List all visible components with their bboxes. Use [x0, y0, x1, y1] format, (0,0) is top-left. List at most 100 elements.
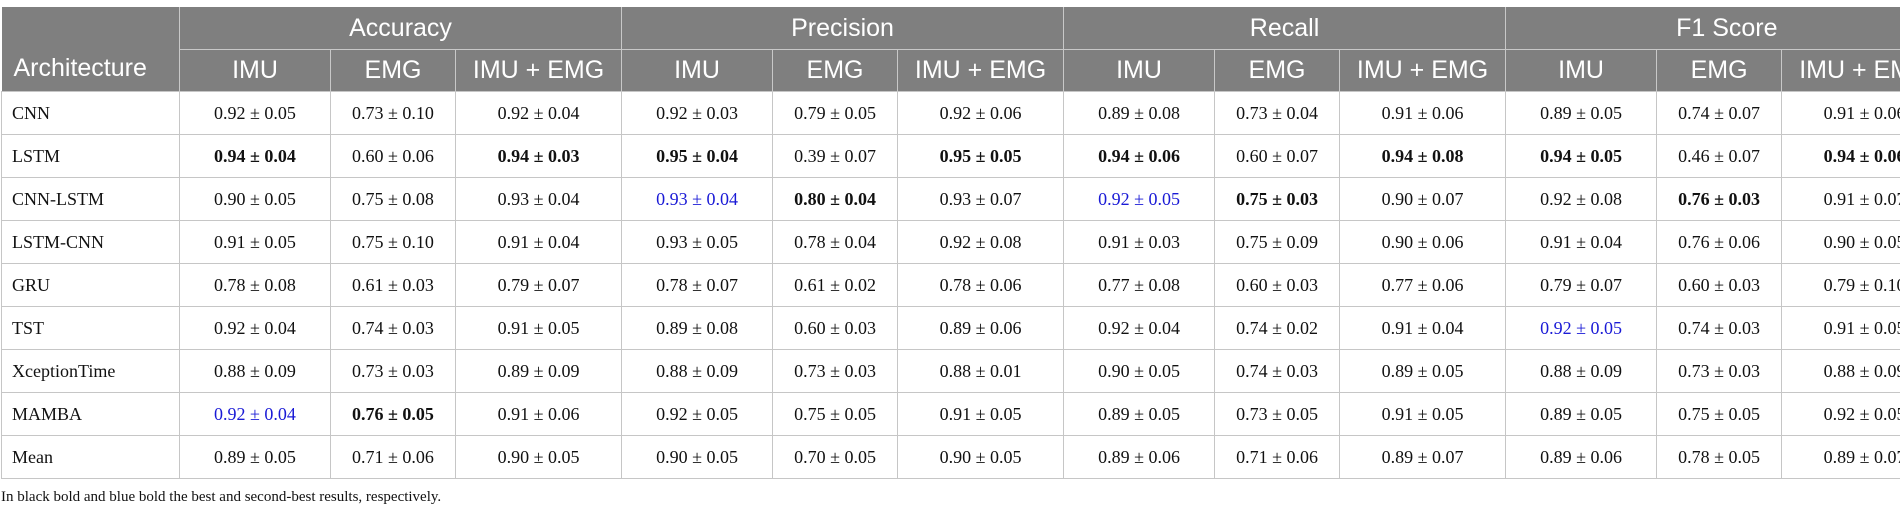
table-cell: 0.89 ± 0.06	[1505, 435, 1657, 479]
table-cell: 0.93 ± 0.05	[621, 220, 773, 264]
table-cell: 0.90 ± 0.07	[1339, 177, 1506, 221]
table-cell: 0.60 ± 0.03	[1214, 263, 1340, 307]
table-cell: 0.92 ± 0.04	[179, 306, 331, 350]
group-header-recall: Recall	[1063, 7, 1506, 50]
sub-header-imu-emg: IMU + EMG	[1781, 49, 1900, 92]
table-cell: 0.78 ± 0.07	[621, 263, 773, 307]
table-cell: 0.60 ± 0.03	[1656, 263, 1782, 307]
table-cell: 0.91 ± 0.04	[1339, 306, 1506, 350]
table-cell: 0.88 ± 0.09	[1781, 349, 1900, 393]
table-cell: 0.91 ± 0.05	[1339, 392, 1506, 436]
sub-header-imu-emg: IMU + EMG	[454, 49, 622, 92]
group-header-row: Architecture Accuracy Precision Recall F…	[1, 7, 1900, 92]
table-cell: 0.90 ± 0.05	[621, 435, 773, 479]
results-table: Architecture Accuracy Precision Recall F…	[1, 7, 1900, 479]
row-architecture-name: LSTM	[1, 134, 180, 178]
table-cell: 0.95 ± 0.05	[897, 134, 1064, 178]
sub-header-emg: EMG	[1214, 49, 1340, 92]
table-cell: 0.92 ± 0.08	[897, 220, 1064, 264]
sub-header-emg: EMG	[1656, 49, 1782, 92]
table-cell: 0.88 ± 0.09	[1505, 349, 1657, 393]
table-cell: 0.92 ± 0.03	[621, 91, 773, 135]
table-cell: 0.88 ± 0.09	[179, 349, 331, 393]
table-footnote: In black bold and blue bold the best and…	[1, 489, 442, 505]
table-cell: 0.94 ± 0.06	[1063, 134, 1215, 178]
table-cell: 0.74 ± 0.02	[1214, 306, 1340, 350]
table-cell: 0.92 ± 0.04	[1063, 306, 1215, 350]
table-cell: 0.78 ± 0.06	[897, 263, 1064, 307]
table-row: XceptionTime 0.88 ± 0.09 0.73 ± 0.03 0.89 ±…	[1, 349, 1900, 393]
table-cell: 0.46 ± 0.07	[1656, 134, 1782, 178]
row-architecture-name: MAMBA	[1, 392, 180, 436]
table-cell: 0.71 ± 0.06	[1214, 435, 1340, 479]
table-cell: 0.79 ± 0.07	[454, 263, 622, 307]
row-architecture-name: XceptionTime	[1, 349, 180, 393]
table-cell: 0.75 ± 0.05	[772, 392, 898, 436]
table-cell: 0.88 ± 0.01	[897, 349, 1064, 393]
table-cell: 0.60 ± 0.06	[330, 134, 456, 178]
table-cell: 0.93 ± 0.07	[897, 177, 1064, 221]
table-cell: 0.73 ± 0.03	[330, 349, 456, 393]
table-cell: 0.89 ± 0.05	[1505, 91, 1657, 135]
table-cell: 0.77 ± 0.06	[1339, 263, 1506, 307]
table-cell: 0.76 ± 0.03	[1656, 177, 1782, 221]
table-cell: 0.75 ± 0.10	[330, 220, 456, 264]
table-cell: 0.60 ± 0.07	[1214, 134, 1340, 178]
table-cell: 0.76 ± 0.06	[1656, 220, 1782, 264]
table-row: LSTM-CNN 0.91 ± 0.05 0.75 ± 0.10 0.91 ± 0.0…	[1, 220, 1900, 264]
table-cell: 0.78 ± 0.08	[179, 263, 331, 307]
table-cell: 0.92 ± 0.05	[621, 392, 773, 436]
table-cell: 0.79 ± 0.07	[1505, 263, 1657, 307]
table-cell: 0.94 ± 0.04	[179, 134, 331, 178]
sub-header-row: IMU EMG IMU + EMG IMU EMG IMU + EMG IMU …	[2, 49, 1900, 92]
table-cell: 0.89 ± 0.05	[1339, 349, 1506, 393]
table-cell: 0.79 ± 0.05	[772, 91, 898, 135]
table-cell: 0.80 ± 0.04	[772, 177, 898, 221]
table-cell: 0.90 ± 0.05	[454, 435, 622, 479]
table-cell: 0.94 ± 0.08	[1339, 134, 1506, 178]
table-cell: 0.94 ± 0.05	[1505, 134, 1657, 178]
table-cell: 0.89 ± 0.07	[1339, 435, 1506, 479]
table-cell: 0.91 ± 0.06	[1781, 91, 1900, 135]
table-cell: 0.92 ± 0.05	[1505, 306, 1657, 350]
table-cell: 0.91 ± 0.04	[454, 220, 622, 264]
row-architecture-name: CNN	[1, 91, 180, 135]
sub-header-emg: EMG	[330, 49, 456, 92]
table-cell: 0.74 ± 0.07	[1656, 91, 1782, 135]
table-cell: 0.92 ± 0.04	[179, 392, 331, 436]
table-cell: 0.78 ± 0.05	[1656, 435, 1782, 479]
table-cell: 0.91 ± 0.04	[1505, 220, 1657, 264]
table-cell: 0.94 ± 0.03	[454, 134, 622, 178]
table-row: MAMBA 0.92 ± 0.04 0.76 ± 0.05 0.91 ± 0.06 0.…	[1, 392, 1900, 436]
table-cell: 0.78 ± 0.04	[772, 220, 898, 264]
table-cell: 0.91 ± 0.03	[1063, 220, 1215, 264]
table-cell: 0.90 ± 0.05	[1781, 220, 1900, 264]
table-cell: 0.89 ± 0.07	[1781, 435, 1900, 479]
sub-header-imu: IMU	[621, 49, 773, 92]
table-cell: 0.89 ± 0.08	[1063, 91, 1215, 135]
table-cell: 0.92 ± 0.08	[1505, 177, 1657, 221]
table-cell: 0.61 ± 0.02	[772, 263, 898, 307]
row-architecture-name: CNN-LSTM	[1, 177, 180, 221]
table-cell: 0.91 ± 0.05	[1781, 306, 1900, 350]
table-cell: 0.74 ± 0.03	[1656, 306, 1782, 350]
group-header-precision: Precision	[621, 7, 1064, 50]
table-cell: 0.92 ± 0.06	[897, 91, 1064, 135]
table-cell: 0.91 ± 0.06	[454, 392, 622, 436]
row-architecture-name: LSTM-CNN	[1, 220, 180, 264]
table-cell: 0.88 ± 0.09	[621, 349, 773, 393]
table-cell: 0.91 ± 0.05	[897, 392, 1064, 436]
table-cell: 0.71 ± 0.06	[330, 435, 456, 479]
table-cell: 0.79 ± 0.10	[1781, 263, 1900, 307]
table-row: LSTM 0.94 ± 0.04 0.60 ± 0.06 0.94 ± 0.03 0.9…	[1, 134, 1900, 178]
table-cell: 0.73 ± 0.04	[1214, 91, 1340, 135]
table-cell: 0.75 ± 0.09	[1214, 220, 1340, 264]
table-cell: 0.61 ± 0.03	[330, 263, 456, 307]
table-cell: 0.89 ± 0.06	[897, 306, 1064, 350]
table-cell: 0.95 ± 0.04	[621, 134, 773, 178]
table-cell: 0.73 ± 0.03	[772, 349, 898, 393]
architecture-header: Architecture	[1, 7, 180, 92]
table-cell: 0.73 ± 0.05	[1214, 392, 1340, 436]
table-row: GRU 0.78 ± 0.08 0.61 ± 0.03 0.79 ± 0.07 0.78…	[1, 263, 1900, 307]
table-cell: 0.91 ± 0.06	[1339, 91, 1506, 135]
